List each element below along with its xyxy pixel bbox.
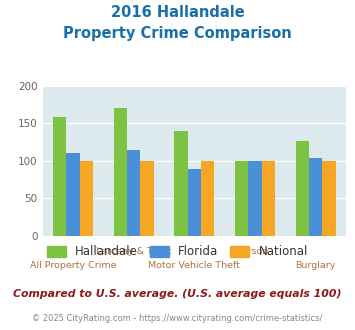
Text: Larceny & Theft: Larceny & Theft (96, 247, 171, 256)
Text: Property Crime Comparison: Property Crime Comparison (63, 26, 292, 41)
Bar (53, 116, 66, 236)
Bar (262, 161, 275, 236)
Text: Motor Vehicle Theft: Motor Vehicle Theft (148, 261, 240, 270)
Bar (248, 161, 262, 236)
Text: Compared to U.S. average. (U.S. average equals 100): Compared to U.S. average. (U.S. average … (13, 289, 342, 299)
Text: © 2025 CityRating.com - https://www.cityrating.com/crime-statistics/: © 2025 CityRating.com - https://www.city… (32, 314, 323, 323)
Bar (66, 153, 80, 236)
Legend: Hallandale, Florida, National: Hallandale, Florida, National (42, 241, 313, 263)
Text: 2016 Hallandale: 2016 Hallandale (111, 5, 244, 20)
Text: Arson: Arson (241, 247, 269, 256)
Bar (309, 158, 322, 236)
Bar (127, 149, 140, 236)
Bar (174, 131, 188, 236)
Bar (296, 141, 309, 236)
Bar (322, 161, 336, 236)
Bar (140, 161, 154, 236)
Bar (201, 161, 214, 236)
Text: Burglary: Burglary (296, 261, 336, 270)
Bar (114, 108, 127, 236)
Bar (235, 161, 248, 236)
Text: All Property Crime: All Property Crime (30, 261, 116, 270)
Bar (80, 161, 93, 236)
Bar (188, 169, 201, 236)
